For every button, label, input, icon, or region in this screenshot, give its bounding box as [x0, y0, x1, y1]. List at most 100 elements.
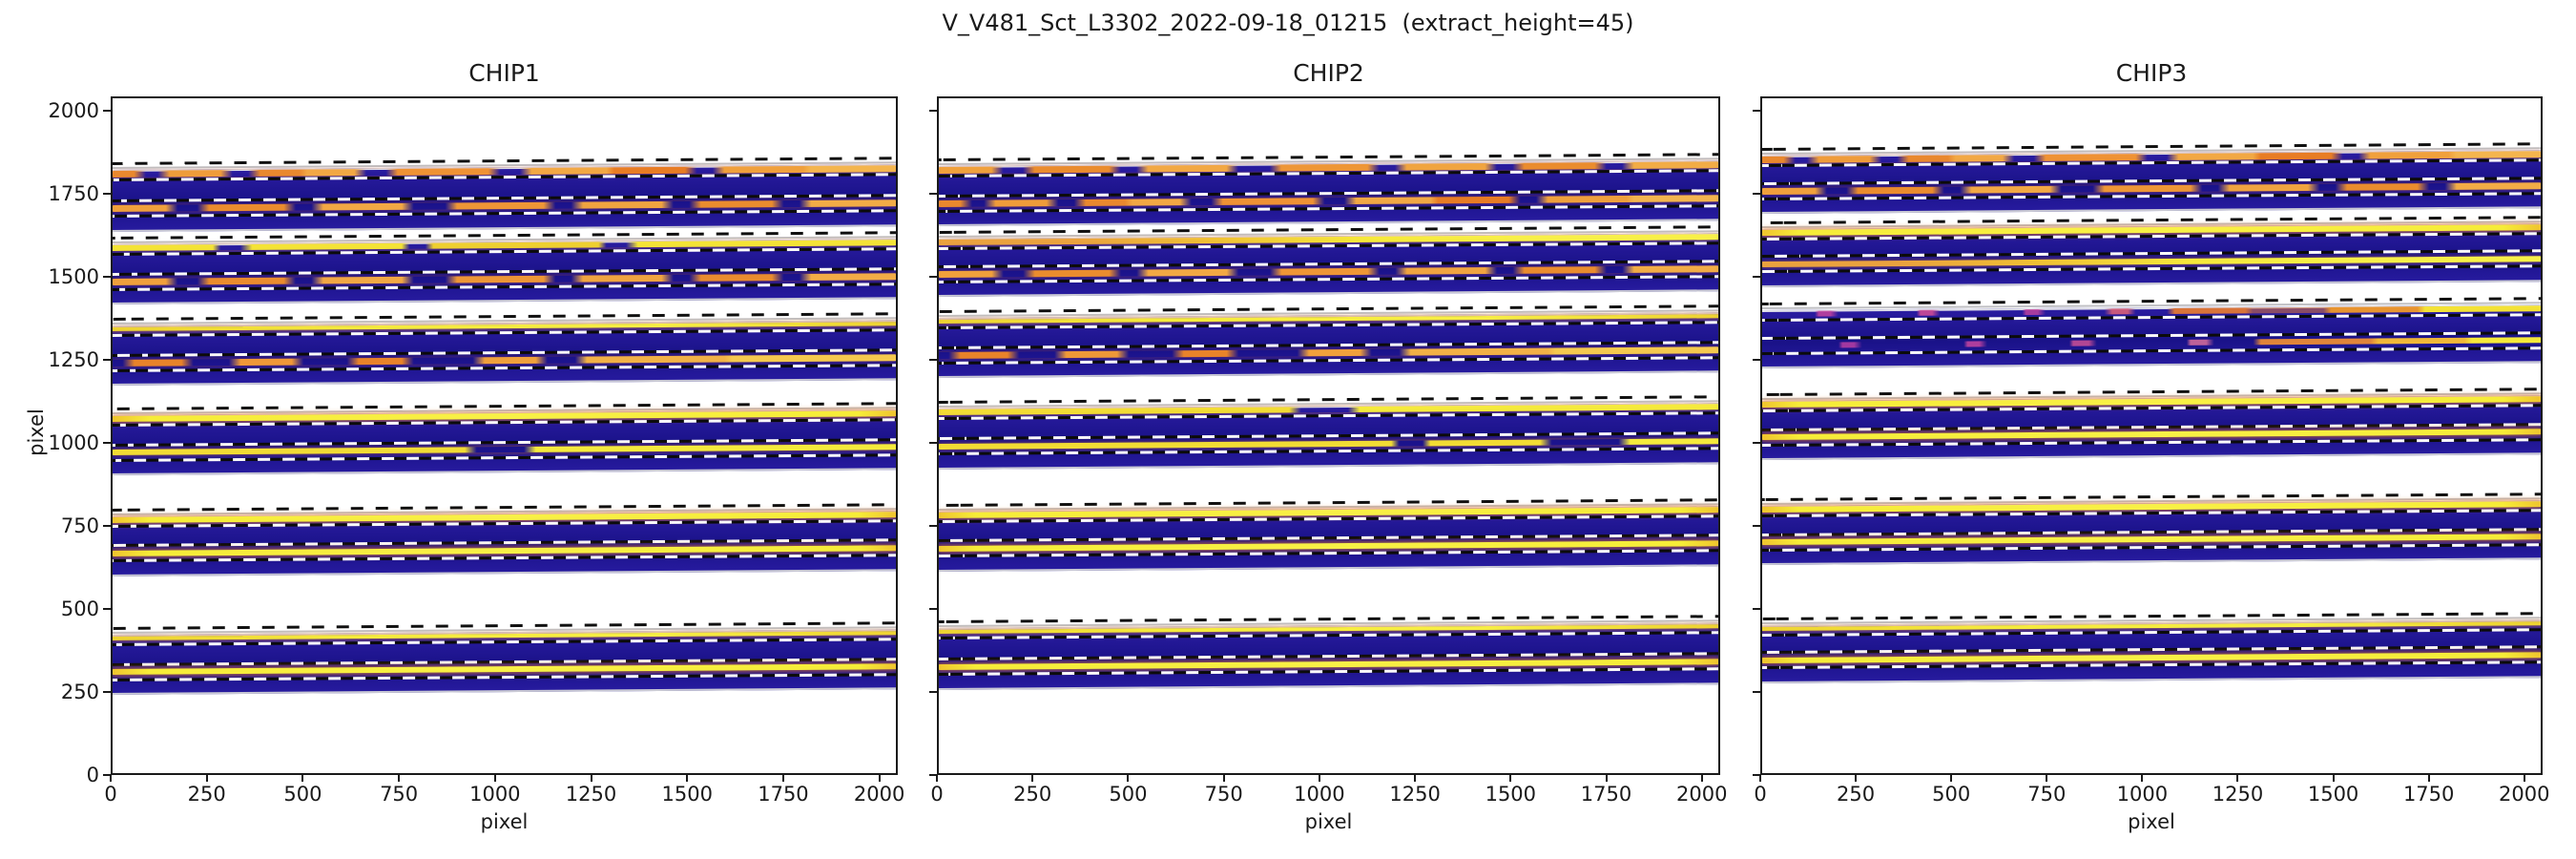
y-tick-mark	[103, 442, 111, 445]
y-tick-label: 2000	[48, 99, 99, 123]
y-tick-mark	[929, 359, 937, 362]
x-tick-label: 1750	[2402, 783, 2455, 806]
x-tick-mark	[1127, 775, 1130, 782]
y-tick-mark	[929, 691, 937, 694]
order-band	[939, 395, 1718, 473]
order-band	[113, 157, 896, 236]
x-tick-mark	[1950, 775, 1953, 782]
order-band	[1762, 492, 2541, 569]
x-tick-label: 2000	[853, 783, 905, 806]
x-tick-label: 500	[283, 783, 322, 806]
order-band	[1762, 297, 2541, 372]
x-tick-label: 1000	[2116, 783, 2169, 806]
y-tick-label: 1000	[48, 431, 99, 455]
y-tick-mark	[103, 774, 111, 776]
x-tick-label: 0	[1754, 783, 1767, 806]
x-tick-mark	[1605, 775, 1608, 782]
order-band	[939, 153, 1718, 230]
order-band	[113, 402, 896, 479]
y-tick-label: 500	[60, 597, 99, 621]
order-band	[113, 503, 896, 580]
x-tick-mark	[398, 775, 401, 782]
y-tick-mark	[1753, 691, 1760, 694]
y-tick-mark	[103, 608, 111, 611]
y-tick-mark	[929, 276, 937, 279]
y-tick-mark	[1753, 442, 1760, 445]
x-tick-mark	[110, 775, 112, 782]
x-tick-mark	[2332, 775, 2335, 782]
order-band	[939, 615, 1718, 694]
y-tick-label: 250	[60, 681, 99, 704]
x-tick-mark	[2141, 775, 2144, 782]
plot-area	[111, 96, 898, 775]
x-tick-mark	[1855, 775, 1858, 782]
y-tick-label: 1250	[48, 348, 99, 372]
y-tick-mark	[103, 359, 111, 362]
x-tick-label: 1500	[1485, 783, 1537, 806]
y-tick-label: 1750	[48, 182, 99, 206]
x-tick-mark	[1759, 775, 1761, 782]
x-tick-mark	[1031, 775, 1034, 782]
y-tick-mark	[1753, 276, 1760, 279]
x-tick-label: 1250	[565, 783, 617, 806]
x-tick-mark	[878, 775, 881, 782]
x-axis-label: pixel	[1304, 810, 1353, 833]
x-tick-mark	[590, 775, 592, 782]
x-tick-label: 1500	[2307, 783, 2359, 806]
x-tick-label: 0	[104, 783, 117, 806]
x-axis-label: pixel	[480, 810, 529, 833]
x-tick-mark	[2523, 775, 2525, 782]
x-tick-mark	[301, 775, 304, 782]
x-tick-mark	[493, 775, 496, 782]
y-tick-mark	[1753, 193, 1760, 196]
y-tick-mark	[103, 525, 111, 528]
y-tick-mark	[1753, 110, 1760, 113]
x-tick-mark	[1700, 775, 1703, 782]
y-tick-mark	[929, 442, 937, 445]
y-tick-label: 0	[86, 764, 99, 786]
y-tick-mark	[1753, 774, 1760, 776]
x-tick-label: 1000	[469, 783, 521, 806]
y-tick-mark	[929, 774, 937, 776]
x-tick-label: 750	[380, 783, 419, 806]
x-axis-label: pixel	[2128, 810, 2175, 833]
y-tick-mark	[929, 525, 937, 528]
x-tick-mark	[936, 775, 938, 782]
y-tick-mark	[929, 110, 937, 113]
x-tick-label: 1750	[1580, 783, 1632, 806]
x-tick-label: 750	[1204, 783, 1243, 806]
y-tick-mark	[103, 276, 111, 279]
x-tick-label: 250	[1013, 783, 1052, 806]
x-tick-mark	[781, 775, 784, 782]
y-tick-label: 750	[60, 514, 99, 538]
order-band	[1762, 142, 2541, 218]
x-tick-label: 750	[2027, 783, 2067, 806]
x-tick-mark	[1222, 775, 1225, 782]
y-tick-mark	[1753, 525, 1760, 528]
order-band	[1762, 388, 2541, 464]
x-tick-mark	[205, 775, 208, 782]
y-tick-mark	[103, 691, 111, 694]
x-tick-label: 500	[1932, 783, 1971, 806]
order-band	[1762, 612, 2541, 686]
order-band	[1762, 216, 2541, 291]
x-tick-label: 250	[187, 783, 226, 806]
x-tick-label: 1000	[1294, 783, 1345, 806]
chip-title: CHIP3	[2115, 59, 2188, 87]
y-tick-mark	[929, 608, 937, 611]
order-band	[113, 621, 896, 699]
x-tick-label: 0	[930, 783, 944, 806]
x-tick-label: 1250	[1389, 783, 1441, 806]
chip-panel-2: CHIP2 0 250 500 750 1000 1250 1500 1750 2000 pixel	[929, 0, 1727, 859]
chip-panel-1: CHIP1 0 250 500 750 1000 1250 1500 1750 2000 0 250 5…	[49, 0, 905, 859]
y-tick-label: 1500	[48, 265, 99, 289]
x-tick-mark	[1509, 775, 1512, 782]
y-tick-mark	[1753, 608, 1760, 611]
order-band	[113, 312, 896, 389]
x-tick-label: 1750	[758, 783, 809, 806]
y-tick-mark	[103, 110, 111, 113]
x-tick-mark	[2046, 775, 2048, 782]
x-tick-label: 500	[1109, 783, 1148, 806]
x-tick-label: 2000	[2499, 783, 2550, 806]
